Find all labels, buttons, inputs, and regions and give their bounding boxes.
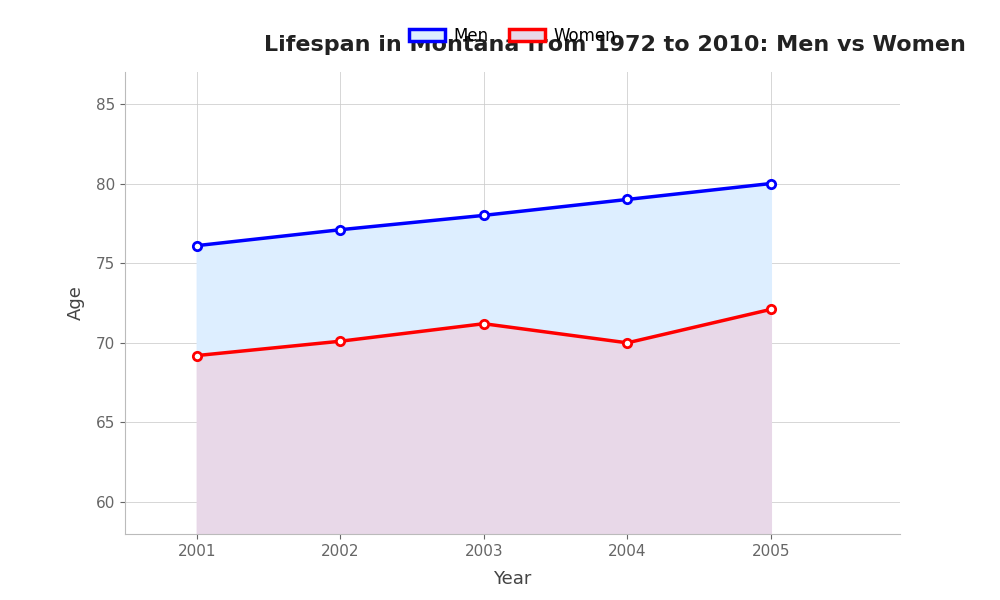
Legend: Men, Women: Men, Women (402, 20, 623, 52)
X-axis label: Year: Year (493, 570, 532, 588)
Text: Lifespan in Montana from 1972 to 2010: Men vs Women: Lifespan in Montana from 1972 to 2010: M… (264, 35, 966, 55)
Y-axis label: Age: Age (67, 286, 85, 320)
